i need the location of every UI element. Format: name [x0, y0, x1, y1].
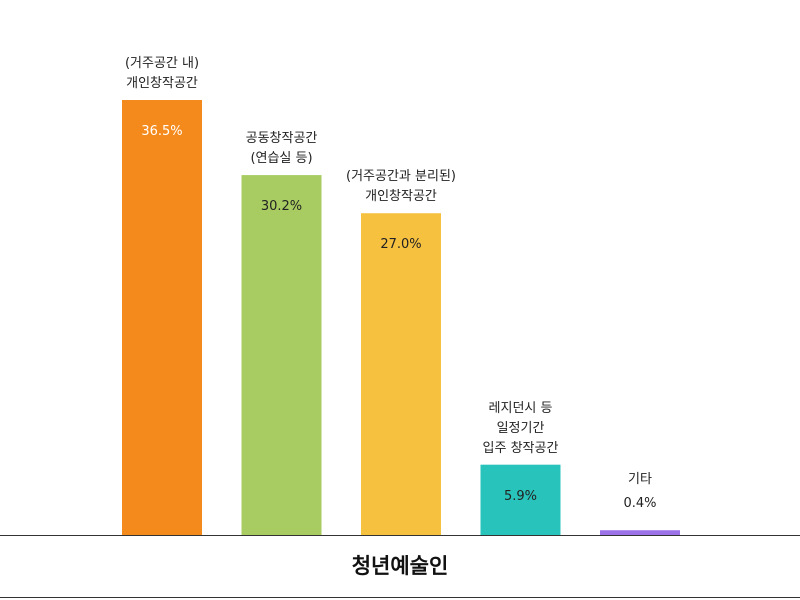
bar	[361, 213, 441, 535]
value-label: 0.4%	[623, 496, 657, 512]
value-label: 30.2%	[260, 199, 303, 215]
category-label: (거주공간과 분리된) 개인창작공간	[346, 169, 456, 205]
bar	[600, 530, 680, 535]
value-label: 5.9%	[503, 488, 538, 504]
bar	[241, 175, 322, 535]
category-label: (거주공간 내) 개인창작공간	[124, 56, 200, 91]
category-label: 레지던시 등 일정기간 입주 창작공간	[482, 400, 559, 456]
value-label: 27.0%	[380, 237, 422, 253]
value-label: 36.5%	[141, 124, 183, 139]
bar	[480, 464, 561, 535]
x-axis-label: 청년예술인	[351, 554, 449, 578]
category-label: 기타	[628, 472, 652, 488]
category-label: 공동창작공간 (연습실 등)	[245, 131, 318, 167]
bar	[122, 100, 202, 535]
